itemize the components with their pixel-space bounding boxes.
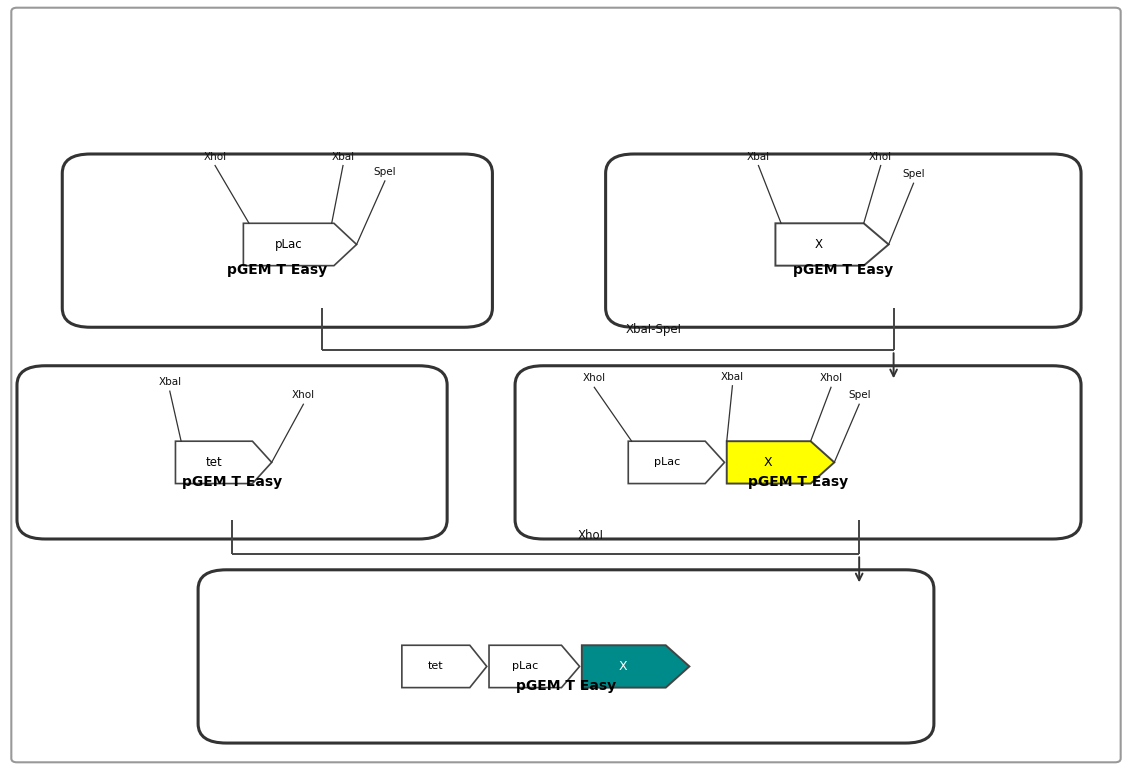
FancyBboxPatch shape xyxy=(17,366,447,539)
Text: XhoI: XhoI xyxy=(578,529,603,542)
Text: pLac: pLac xyxy=(275,238,302,251)
Text: XhoI: XhoI xyxy=(204,152,226,162)
Text: XbaI: XbaI xyxy=(721,372,744,382)
Text: pLac: pLac xyxy=(512,661,539,671)
Text: XhoI: XhoI xyxy=(869,152,892,162)
Text: X: X xyxy=(763,456,772,469)
Text: pGEM T Easy: pGEM T Easy xyxy=(516,679,616,693)
FancyBboxPatch shape xyxy=(11,8,1121,762)
Text: SpeI: SpeI xyxy=(848,390,871,400)
Text: XhoI: XhoI xyxy=(820,373,842,383)
Text: pGEM T Easy: pGEM T Easy xyxy=(228,263,327,277)
Text: XbaI-SpeI: XbaI-SpeI xyxy=(625,323,681,336)
Text: pGEM T Easy: pGEM T Easy xyxy=(182,475,282,489)
Text: SpeI: SpeI xyxy=(902,169,925,179)
Polygon shape xyxy=(727,441,834,484)
Polygon shape xyxy=(243,223,357,266)
Text: pLac: pLac xyxy=(653,457,680,467)
Text: SpeI: SpeI xyxy=(374,167,396,177)
Text: XbaI: XbaI xyxy=(332,152,354,162)
Polygon shape xyxy=(175,441,272,484)
FancyBboxPatch shape xyxy=(606,154,1081,327)
Polygon shape xyxy=(775,223,889,266)
Text: XhoI: XhoI xyxy=(583,373,606,383)
Polygon shape xyxy=(402,645,487,688)
Polygon shape xyxy=(489,645,580,688)
Polygon shape xyxy=(628,441,724,484)
FancyBboxPatch shape xyxy=(198,570,934,743)
FancyBboxPatch shape xyxy=(515,366,1081,539)
Text: tet: tet xyxy=(206,456,222,469)
FancyBboxPatch shape xyxy=(62,154,492,327)
Polygon shape xyxy=(582,645,689,688)
Text: X: X xyxy=(618,660,627,673)
Text: pGEM T Easy: pGEM T Easy xyxy=(794,263,893,277)
Text: XbaI: XbaI xyxy=(158,377,181,387)
Text: pGEM T Easy: pGEM T Easy xyxy=(748,475,848,489)
Text: tet: tet xyxy=(428,661,444,671)
Text: XbaI: XbaI xyxy=(747,152,770,162)
Text: XhoI: XhoI xyxy=(292,390,315,400)
Text: X: X xyxy=(814,238,823,251)
